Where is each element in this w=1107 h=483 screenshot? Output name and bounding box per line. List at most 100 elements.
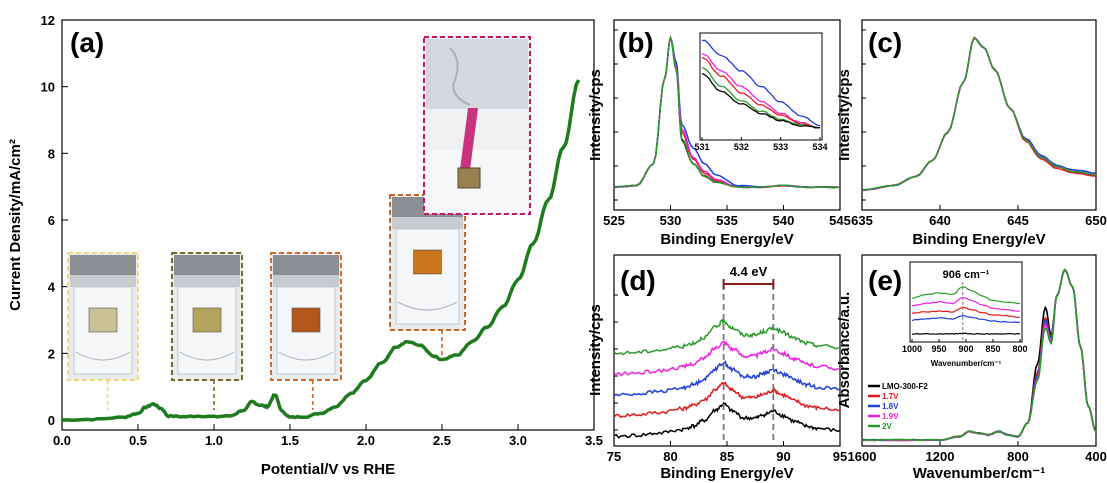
panel-e-x-axis-title: Wavenumber/cm⁻¹ xyxy=(913,465,1045,482)
inset-series-line-black xyxy=(701,72,820,129)
inset-series-line-green xyxy=(701,67,821,129)
panel-a-y-tick-label: 8 xyxy=(48,146,55,161)
panel-d-y-axis-title: Intensity/cps xyxy=(587,304,604,396)
panel-d-x-tick-label: 75 xyxy=(607,449,621,464)
series-line-green xyxy=(613,35,841,189)
panel-b: (b) 525 530 535 540 545 Binding Energy/eV In… xyxy=(587,19,851,248)
panel-e-inset-x-axis-title: Wavenumber/cm⁻¹ xyxy=(931,359,1002,368)
panel-e-inset-x-tick-label: 850 xyxy=(985,344,1000,354)
panel-b-inset-x-ticks: 531 532 533 534 xyxy=(694,137,828,152)
panel-e-inset-series xyxy=(911,286,1021,335)
series-line-green xyxy=(613,317,841,356)
inset-series-line-blue xyxy=(701,39,821,127)
panel-c-x-ticks: 635 640 645 650 xyxy=(851,205,1107,228)
panel-d-x-tick-label: 80 xyxy=(663,449,677,464)
panel-a-x-tick-label: 2.0 xyxy=(357,433,375,448)
panel-b-letter: (b) xyxy=(618,27,654,58)
panel-c: (c) 635 640 645 650 Binding Energy/eV Inten… xyxy=(836,19,1107,248)
panel-c-y-ticks xyxy=(862,29,866,201)
legend-label: 1.9V xyxy=(882,412,899,421)
panel-e-inset-x-tick-label: 1000 xyxy=(902,344,922,354)
panel-d-annotation-label: 4.4 eV xyxy=(730,264,768,279)
legend-label: 2V xyxy=(882,422,892,431)
panel-a-x-tick-label: 2.5 xyxy=(433,433,451,448)
panel-d-x-tick-label: 90 xyxy=(776,449,790,464)
panel-e-x-tick-label: 1200 xyxy=(926,449,955,464)
series-line-magenta xyxy=(613,340,841,377)
panel-a-y-tick-label: 0 xyxy=(48,413,55,428)
vial-3-photo xyxy=(270,252,342,410)
inset-series-line-magenta xyxy=(701,53,821,129)
panel-c-x-tick-label: 650 xyxy=(1085,213,1107,228)
panel-a-x-ticks: 0.0 0.5 1.0 1.5 2.0 2.5 3.0 3.5 xyxy=(53,424,603,448)
inset-series-line-red xyxy=(912,306,1021,319)
panel-c-x-tick-label: 635 xyxy=(851,213,873,228)
panel-c-x-tick-label: 640 xyxy=(929,213,951,228)
panel-a-y-axis-title: Current Density/mA/cm² xyxy=(7,139,24,311)
panel-a: (a) 0 2 4 6 8 10 12 0.0 0.5 1.0 1.5 2.0 2.5 3.0 3.5 P… xyxy=(7,13,603,478)
panel-a-frame xyxy=(61,19,595,431)
panel-a-y-tick-label: 10 xyxy=(41,80,55,95)
panel-d-x-axis-title: Binding Energy/eV xyxy=(660,465,793,482)
panel-a-y-tick-label: 6 xyxy=(48,213,55,228)
panel-b-y-ticks xyxy=(614,29,618,201)
panel-a-y-ticks: 0 2 4 6 8 10 12 xyxy=(41,13,68,428)
panel-a-x-tick-label: 3.0 xyxy=(509,433,527,448)
panel-b-x-tick-label: 525 xyxy=(603,213,625,228)
legend-label: 1.7V xyxy=(882,392,899,401)
panel-b-inset-x-tick-label: 532 xyxy=(734,142,749,152)
panel-a-x-tick-label: 1.0 xyxy=(205,433,223,448)
panel-a-series-line xyxy=(61,79,581,423)
panel-e-frame xyxy=(861,254,1097,447)
panel-d: (d) 75 80 85 90 95 4.4 eV Binding Energy/eV … xyxy=(587,254,847,482)
panel-e-inset-x-tick-label: 900 xyxy=(958,344,973,354)
panel-e-x-tick-label: 800 xyxy=(1007,449,1029,464)
panel-e-series xyxy=(861,268,1097,442)
panel-e-x-ticks: 1600 1200 800 400 xyxy=(848,441,1107,464)
inset-series-line-magenta xyxy=(911,297,1021,312)
panel-b-y-axis-title: Intensity/cps xyxy=(587,69,604,161)
panel-e: (e) 1600 1200 800 400 LMO-300-F21.7V1.8V1.9… xyxy=(836,254,1107,482)
panel-a-x-tick-label: 3.5 xyxy=(585,433,603,448)
series-line-green xyxy=(861,268,1097,442)
panel-b-x-tick-label: 545 xyxy=(829,213,851,228)
panel-c-series xyxy=(861,36,1097,192)
inset-series-line-blue xyxy=(911,314,1021,324)
vial-4-photo xyxy=(389,194,466,360)
electrode-closeup-photo xyxy=(423,36,531,215)
panel-b-x-tick-label: 530 xyxy=(660,213,682,228)
inset-series-line-green xyxy=(911,286,1020,305)
panel-b-series xyxy=(613,35,841,189)
legend-label: 1.8V xyxy=(882,402,899,411)
panel-c-frame xyxy=(861,19,1097,211)
panel-b-inset: 531 532 533 534 xyxy=(694,32,828,152)
series-line-black xyxy=(613,401,841,439)
panel-c-x-axis-title: Binding Energy/eV xyxy=(912,231,1045,248)
panel-c-y-axis-title: Intensity/cps xyxy=(836,69,853,161)
vial-1-photo xyxy=(67,252,139,410)
panel-c-letter: (c) xyxy=(868,27,902,58)
panel-d-x-ticks: 75 80 85 90 95 xyxy=(607,441,847,464)
panel-b-x-tick-label: 540 xyxy=(773,213,795,228)
panel-e-x-tick-label: 1600 xyxy=(848,449,877,464)
panel-b-inset-x-tick-label: 533 xyxy=(773,142,788,152)
panel-d-annotation xyxy=(722,279,775,440)
panel-e-letter: (e) xyxy=(868,265,902,296)
panel-d-x-tick-label: 95 xyxy=(833,449,847,464)
inset-series-line-black xyxy=(911,332,1021,335)
panel-d-y-ticks xyxy=(614,294,618,431)
series-line-blue xyxy=(613,359,841,397)
panel-e-inset-x-ticks: 1000 950 900 850 800 xyxy=(902,339,1028,354)
panel-a-y-tick-label: 12 xyxy=(41,13,55,28)
panel-b-x-axis-title: Binding Energy/eV xyxy=(660,231,793,248)
panel-a-x-tick-label: 0.5 xyxy=(129,433,147,448)
panel-a-x-tick-label: 1.5 xyxy=(281,433,299,448)
panel-d-x-tick-label: 85 xyxy=(720,449,734,464)
panel-a-x-axis-title: Potential/V vs RHE xyxy=(261,461,395,478)
panel-a-x-tick-label: 0.0 xyxy=(53,433,71,448)
panel-b-x-tick-label: 535 xyxy=(716,213,738,228)
series-line-red xyxy=(613,381,841,419)
panel-e-inset-annotation: 906 cm⁻¹ xyxy=(943,269,990,281)
